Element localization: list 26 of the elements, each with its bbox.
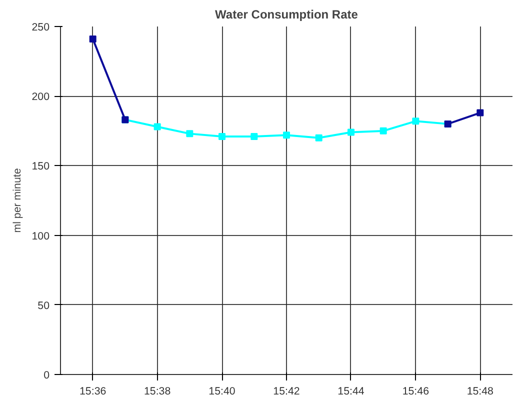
point [250, 132, 258, 140]
point [476, 109, 484, 116]
chart-title: Water Consumption Rate [215, 8, 358, 22]
point [283, 132, 290, 139]
point [218, 132, 226, 140]
x-tick-label: 15:36 [80, 386, 106, 398]
y-tick-label: 150 [32, 160, 50, 173]
y-axis-title: ml per minute [12, 168, 24, 233]
y-tick-label: 200 [32, 91, 50, 104]
point [186, 130, 194, 138]
y-tick-label: 250 [32, 22, 50, 34]
point [315, 134, 322, 142]
y-tick-label: 50 [38, 300, 50, 312]
x-tick-label: 15:40 [208, 386, 236, 398]
point [89, 36, 96, 43]
y-tick-label: 0 [44, 370, 50, 382]
x-tick-label: 15:44 [338, 386, 364, 398]
y-tick-label: 100 [32, 230, 50, 242]
x-tick-label: 15:38 [144, 386, 171, 398]
point [412, 118, 420, 125]
x-tick-label: 15:46 [402, 386, 430, 398]
x-tick-label: 15:48 [466, 386, 494, 398]
point [347, 128, 354, 136]
point [154, 123, 161, 130]
point [380, 127, 387, 134]
x-tick-label: 15:42 [273, 386, 300, 398]
